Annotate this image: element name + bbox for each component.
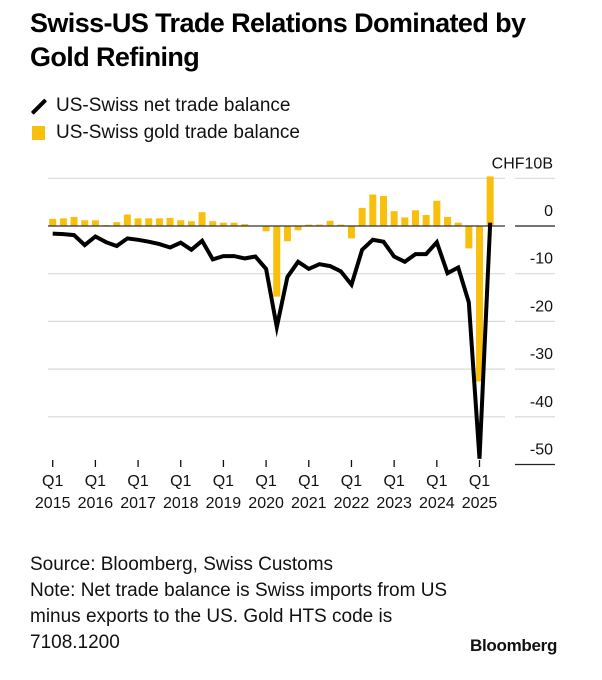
x-tick-quarter: Q1 [127,473,148,490]
gold-bar [443,216,451,226]
gold-bar [155,218,163,226]
gold-bar [476,226,483,382]
gold-bar [49,218,57,226]
gold-bars [49,176,494,382]
line-swatch-icon [30,98,46,114]
gold-bar [177,220,185,226]
y-tick-label: -30 [530,346,553,363]
gridlines [48,177,555,466]
gold-bar [422,215,430,226]
x-tick-year: 2023 [376,495,412,512]
x-tick-year: 2022 [334,495,370,512]
gold-bar [294,226,302,231]
y-tick-label: -10 [530,251,553,268]
gold-bar [465,226,473,249]
y-tick-label: -50 [530,442,553,459]
gold-bar [454,222,462,226]
y-tick-label: 0 [544,203,553,220]
bar-swatch-icon [32,125,45,140]
x-tick-quarter: Q1 [426,473,447,490]
gold-bar [198,212,206,226]
gold-bar [187,221,195,226]
net-trade-line [52,222,493,459]
gold-bar [379,195,387,226]
x-tick-quarter: Q1 [383,473,404,490]
gold-bar [326,220,334,226]
x-axis-labels: Q1 2015 Q1 2016 Q1 2017 Q1 2018 Q1 2019 Q1 2020 Q1 20… [35,460,497,512]
gold-bar [145,218,153,226]
gold-bar [166,217,174,226]
x-tick-year: 2020 [248,495,284,512]
y-axis-labels: CHF10B 0 -10 -20 -30 -40 -50 [492,155,553,458]
gold-bar [262,226,270,232]
x-tick-year: 2015 [35,495,71,512]
x-tick-year: 2025 [462,495,498,512]
gold-bar [358,207,366,226]
gold-bar [241,224,249,226]
gold-bar [347,226,355,239]
source-text: Source: Bloomberg, Swiss Customs [30,554,334,575]
gold-bar [209,221,217,226]
legend-label-net-trade: US-Swiss net trade balance [56,95,291,116]
x-tick-year: 2016 [78,495,114,512]
note-text: Note: Net trade balance is Swiss imports… [30,580,448,653]
legend-item-net-trade: US-Swiss net trade balance [30,92,300,119]
gold-bar [337,224,345,226]
x-tick-year: 2017 [120,495,156,512]
gold-bar [134,218,142,226]
gold-bar [273,226,281,297]
x-tick-year: 2024 [419,495,455,512]
chart-title: Swiss-US Trade Relations Dominated by Go… [30,8,526,72]
footer-notes: Source: Bloomberg, Swiss Customs Note: N… [30,552,450,656]
net-trade-line-layer [52,222,493,459]
gold-bar [315,224,323,226]
x-tick-year: 2021 [291,495,327,512]
y-tick-label: -20 [530,298,553,315]
x-tick-year: 2019 [206,495,242,512]
x-tick-quarter: Q1 [298,473,319,490]
legend: US-Swiss net trade balance US-Swiss gold… [30,92,300,146]
x-tick-quarter: Q1 [42,473,63,490]
gold-bar [283,226,291,242]
y-tick-label: CHF10B [492,155,553,172]
gold-bar [390,211,398,226]
x-tick-quarter: Q1 [469,473,490,490]
gold-bar [411,210,419,226]
gold-bar [113,222,121,226]
gold-bar [230,222,238,226]
gold-bar [81,220,89,226]
gold-bar [59,218,67,226]
gold-bar [70,216,78,226]
gold-bar [369,194,377,226]
gold-bar [486,176,494,226]
legend-label-gold-trade: US-Swiss gold trade balance [56,122,300,143]
chart-plot: CHF10B 0 -10 -20 -30 -40 -50 Q1 2015 Q1 2016 Q1 201… [35,155,555,512]
x-tick-quarter: Q1 [170,473,191,490]
gold-bar [219,222,227,226]
gold-bar [433,200,441,226]
x-tick-quarter: Q1 [85,473,106,490]
x-tick-quarter: Q1 [213,473,234,490]
gold-bar [401,217,409,226]
legend-item-gold-trade: US-Swiss gold trade balance [30,119,300,146]
bloomberg-logo: Bloomberg [470,636,558,655]
gold-bar [305,224,313,226]
x-tick-year: 2018 [163,495,199,512]
gold-bar [123,214,131,226]
y-tick-label: -40 [530,394,553,411]
gold-bar [91,220,99,226]
x-tick-quarter: Q1 [341,473,362,490]
x-tick-quarter: Q1 [255,473,276,490]
